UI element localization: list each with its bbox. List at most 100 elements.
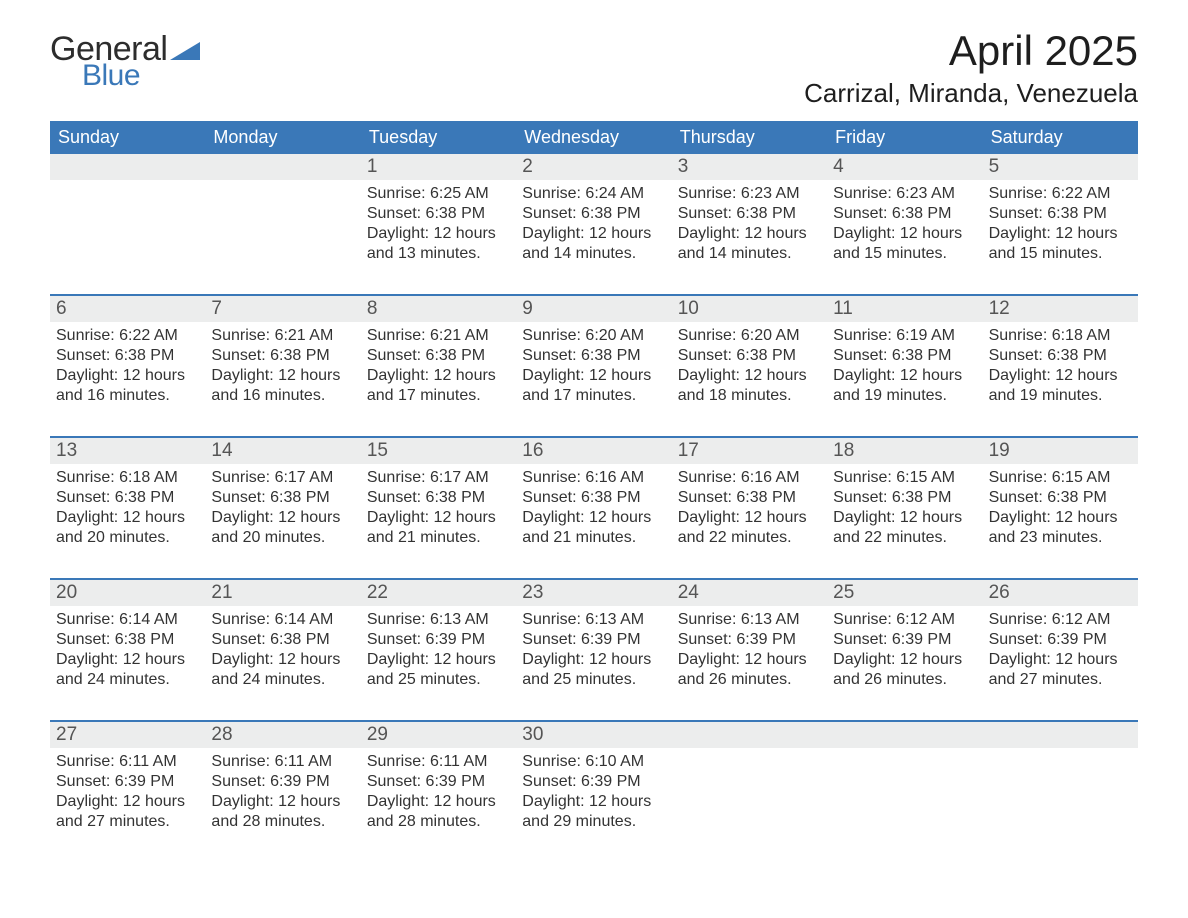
day-number: 28 [205, 722, 360, 748]
daylight-line: Daylight: 12 hours and 22 minutes. [678, 508, 817, 548]
day-number: 18 [827, 438, 982, 464]
sunrise-line: Sunrise: 6:24 AM [522, 184, 661, 204]
title-block: April 2025 Carrizal, Miranda, Venezuela [804, 30, 1138, 109]
day-cell: Sunrise: 6:15 AMSunset: 6:38 PMDaylight:… [983, 464, 1138, 568]
calendar-week: 13141516171819Sunrise: 6:18 AMSunset: 6:… [50, 436, 1138, 568]
sunset-line: Sunset: 6:38 PM [833, 204, 972, 224]
daylight-line: Daylight: 12 hours and 25 minutes. [522, 650, 661, 690]
sunrise-line: Sunrise: 6:12 AM [989, 610, 1128, 630]
dow-saturday: Saturday [983, 121, 1138, 154]
day-cell: Sunrise: 6:17 AMSunset: 6:38 PMDaylight:… [361, 464, 516, 568]
day-cell: Sunrise: 6:24 AMSunset: 6:38 PMDaylight:… [516, 180, 671, 284]
daylight-line: Daylight: 12 hours and 13 minutes. [367, 224, 506, 264]
daylight-line: Daylight: 12 hours and 24 minutes. [211, 650, 350, 690]
day-cell: Sunrise: 6:11 AMSunset: 6:39 PMDaylight:… [361, 748, 516, 852]
day-number: 27 [50, 722, 205, 748]
calendar-week: 12345Sunrise: 6:25 AMSunset: 6:38 PMDayl… [50, 154, 1138, 284]
day-data-row: Sunrise: 6:18 AMSunset: 6:38 PMDaylight:… [50, 464, 1138, 568]
day-cell: Sunrise: 6:23 AMSunset: 6:38 PMDaylight:… [827, 180, 982, 284]
day-cell: Sunrise: 6:13 AMSunset: 6:39 PMDaylight:… [672, 606, 827, 710]
sunset-line: Sunset: 6:38 PM [522, 346, 661, 366]
day-number: 25 [827, 580, 982, 606]
sunset-line: Sunset: 6:38 PM [56, 488, 195, 508]
day-number: 10 [672, 296, 827, 322]
sunset-line: Sunset: 6:38 PM [522, 488, 661, 508]
sunrise-line: Sunrise: 6:20 AM [678, 326, 817, 346]
day-cell: Sunrise: 6:20 AMSunset: 6:38 PMDaylight:… [672, 322, 827, 426]
day-cell: Sunrise: 6:11 AMSunset: 6:39 PMDaylight:… [50, 748, 205, 852]
day-cell: Sunrise: 6:16 AMSunset: 6:38 PMDaylight:… [672, 464, 827, 568]
daylight-line: Daylight: 12 hours and 15 minutes. [833, 224, 972, 264]
daylight-line: Daylight: 12 hours and 20 minutes. [211, 508, 350, 548]
sunrise-line: Sunrise: 6:11 AM [56, 752, 195, 772]
day-cell: Sunrise: 6:10 AMSunset: 6:39 PMDaylight:… [516, 748, 671, 852]
day-number-row: 13141516171819 [50, 438, 1138, 464]
dow-monday: Monday [205, 121, 360, 154]
day-number: 14 [205, 438, 360, 464]
sunrise-line: Sunrise: 6:20 AM [522, 326, 661, 346]
day-number: 11 [827, 296, 982, 322]
daylight-line: Daylight: 12 hours and 16 minutes. [56, 366, 195, 406]
dow-header-row: Sunday Monday Tuesday Wednesday Thursday… [50, 121, 1138, 154]
daylight-line: Daylight: 12 hours and 29 minutes. [522, 792, 661, 832]
sunset-line: Sunset: 6:38 PM [989, 346, 1128, 366]
sunset-line: Sunset: 6:39 PM [678, 630, 817, 650]
day-cell: Sunrise: 6:23 AMSunset: 6:38 PMDaylight:… [672, 180, 827, 284]
day-cell [205, 180, 360, 284]
brand-triangle-icon [170, 38, 200, 60]
daylight-line: Daylight: 12 hours and 27 minutes. [989, 650, 1128, 690]
day-number [827, 722, 982, 748]
sunset-line: Sunset: 6:38 PM [833, 346, 972, 366]
sunrise-line: Sunrise: 6:17 AM [367, 468, 506, 488]
day-cell: Sunrise: 6:22 AMSunset: 6:38 PMDaylight:… [50, 322, 205, 426]
day-number: 6 [50, 296, 205, 322]
dow-friday: Friday [827, 121, 982, 154]
daylight-line: Daylight: 12 hours and 17 minutes. [522, 366, 661, 406]
dow-tuesday: Tuesday [361, 121, 516, 154]
day-number: 19 [983, 438, 1138, 464]
sunset-line: Sunset: 6:38 PM [989, 204, 1128, 224]
day-number: 5 [983, 154, 1138, 180]
day-cell: Sunrise: 6:14 AMSunset: 6:38 PMDaylight:… [50, 606, 205, 710]
daylight-line: Daylight: 12 hours and 23 minutes. [989, 508, 1128, 548]
day-data-row: Sunrise: 6:22 AMSunset: 6:38 PMDaylight:… [50, 322, 1138, 426]
day-number-row: 20212223242526 [50, 580, 1138, 606]
day-cell: Sunrise: 6:18 AMSunset: 6:38 PMDaylight:… [983, 322, 1138, 426]
brand-text-2: Blue [82, 59, 140, 93]
sunrise-line: Sunrise: 6:13 AM [678, 610, 817, 630]
daylight-line: Daylight: 12 hours and 19 minutes. [989, 366, 1128, 406]
sunrise-line: Sunrise: 6:13 AM [367, 610, 506, 630]
day-number: 22 [361, 580, 516, 606]
daylight-line: Daylight: 12 hours and 15 minutes. [989, 224, 1128, 264]
day-number: 12 [983, 296, 1138, 322]
daylight-line: Daylight: 12 hours and 16 minutes. [211, 366, 350, 406]
day-number: 24 [672, 580, 827, 606]
sunset-line: Sunset: 6:38 PM [56, 346, 195, 366]
daylight-line: Daylight: 12 hours and 18 minutes. [678, 366, 817, 406]
sunrise-line: Sunrise: 6:21 AM [367, 326, 506, 346]
sunrise-line: Sunrise: 6:22 AM [989, 184, 1128, 204]
daylight-line: Daylight: 12 hours and 24 minutes. [56, 650, 195, 690]
sunrise-line: Sunrise: 6:18 AM [56, 468, 195, 488]
day-cell: Sunrise: 6:12 AMSunset: 6:39 PMDaylight:… [983, 606, 1138, 710]
day-cell: Sunrise: 6:15 AMSunset: 6:38 PMDaylight:… [827, 464, 982, 568]
sunset-line: Sunset: 6:38 PM [367, 346, 506, 366]
calendar: Sunday Monday Tuesday Wednesday Thursday… [50, 121, 1138, 852]
daylight-line: Daylight: 12 hours and 25 minutes. [367, 650, 506, 690]
sunrise-line: Sunrise: 6:16 AM [678, 468, 817, 488]
day-cell: Sunrise: 6:25 AMSunset: 6:38 PMDaylight:… [361, 180, 516, 284]
day-cell [50, 180, 205, 284]
day-number: 16 [516, 438, 671, 464]
dow-thursday: Thursday [672, 121, 827, 154]
day-cell: Sunrise: 6:22 AMSunset: 6:38 PMDaylight:… [983, 180, 1138, 284]
page-header: General Blue April 2025 Carrizal, Mirand… [50, 30, 1138, 109]
sunrise-line: Sunrise: 6:12 AM [833, 610, 972, 630]
day-cell [983, 748, 1138, 852]
sunset-line: Sunset: 6:38 PM [678, 346, 817, 366]
sunrise-line: Sunrise: 6:14 AM [211, 610, 350, 630]
daylight-line: Daylight: 12 hours and 26 minutes. [833, 650, 972, 690]
sunset-line: Sunset: 6:39 PM [367, 772, 506, 792]
sunrise-line: Sunrise: 6:18 AM [989, 326, 1128, 346]
day-number: 26 [983, 580, 1138, 606]
sunset-line: Sunset: 6:39 PM [522, 772, 661, 792]
